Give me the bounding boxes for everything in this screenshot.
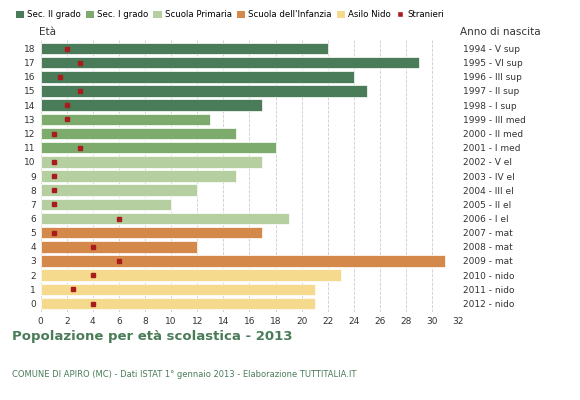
Text: Popolazione per età scolastica - 2013: Popolazione per età scolastica - 2013 bbox=[12, 330, 292, 343]
Bar bbox=[41, 128, 237, 139]
Text: Anno di nascita: Anno di nascita bbox=[461, 27, 541, 37]
Bar bbox=[41, 284, 315, 295]
Bar bbox=[41, 241, 197, 253]
Bar bbox=[41, 43, 328, 54]
Text: COMUNE DI APIRO (MC) - Dati ISTAT 1° gennaio 2013 - Elaborazione TUTTITALIA.IT: COMUNE DI APIRO (MC) - Dati ISTAT 1° gen… bbox=[12, 370, 356, 379]
Bar bbox=[41, 85, 367, 97]
Bar bbox=[41, 298, 315, 309]
Bar bbox=[41, 99, 263, 111]
Bar bbox=[41, 57, 419, 68]
Legend: Sec. II grado, Sec. I grado, Scuola Primaria, Scuola dell'Infanzia, Asilo Nido, : Sec. II grado, Sec. I grado, Scuola Prim… bbox=[16, 10, 444, 19]
Bar bbox=[41, 255, 445, 267]
Bar bbox=[41, 114, 210, 125]
Bar bbox=[41, 184, 197, 196]
Bar bbox=[41, 269, 341, 281]
Bar bbox=[41, 156, 263, 168]
Bar bbox=[41, 71, 354, 83]
Bar bbox=[41, 170, 237, 182]
Bar bbox=[41, 213, 289, 224]
Bar bbox=[41, 227, 263, 238]
Bar bbox=[41, 198, 171, 210]
Text: Età: Età bbox=[38, 27, 56, 37]
Bar bbox=[41, 142, 276, 154]
